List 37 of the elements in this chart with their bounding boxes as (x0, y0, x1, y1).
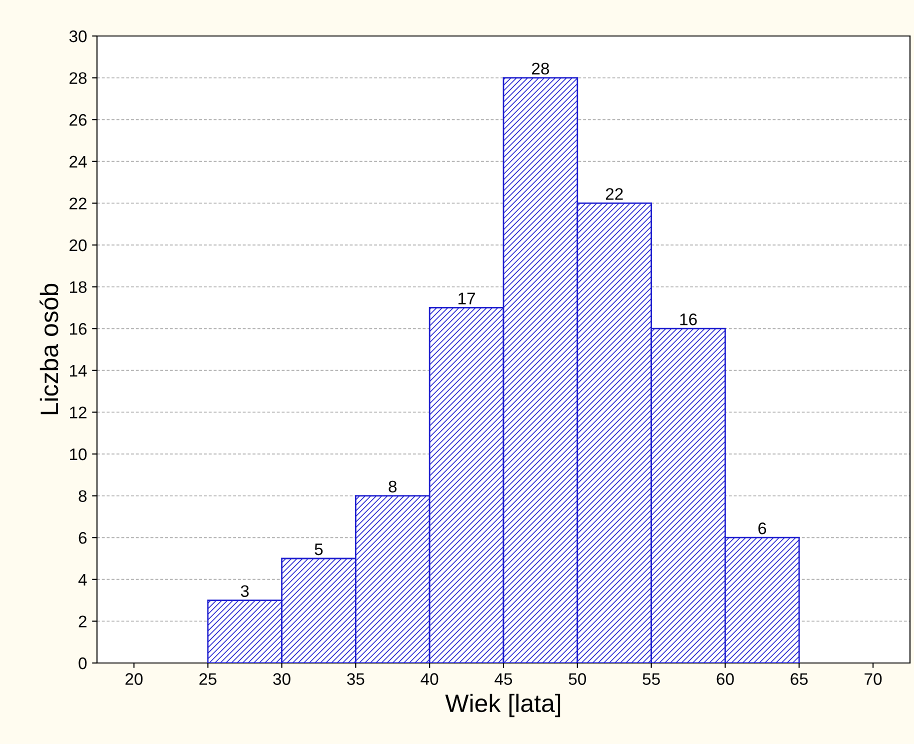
x-tick-label: 45 (494, 673, 512, 685)
y-tick-label: 14 (70, 364, 87, 376)
y-axis-title: Liczba osób (40, 284, 58, 414)
data-label: 22 (606, 188, 623, 200)
x-tick-label: 20 (126, 673, 143, 685)
x-tick-label: 50 (568, 673, 586, 685)
y-tick-label: 16 (70, 323, 87, 335)
y-tick-label: 4 (78, 574, 87, 586)
y-tick-label: 24 (70, 156, 87, 168)
y-tick-label: 12 (70, 406, 86, 418)
x-axis-title: Wiek [lata] (445, 694, 560, 718)
y-tick-label: 8 (78, 490, 87, 502)
data-label: 17 (458, 292, 475, 304)
x-tick-label: 70 (864, 673, 882, 685)
x-tick-label: 55 (642, 673, 660, 685)
data-label: 16 (680, 314, 697, 326)
y-tick-label: 22 (70, 198, 86, 210)
y-tick-label: 18 (70, 281, 87, 294)
data-label: 3 (240, 585, 249, 598)
y-tick-label: 20 (70, 239, 87, 252)
y-tick-label: 30 (69, 30, 87, 42)
x-tick-label: 35 (347, 673, 364, 685)
y-tick-label: 2 (78, 616, 86, 628)
data-label: 28 (532, 62, 549, 75)
y-tick-label: 28 (70, 72, 87, 84)
x-tick-label: 65 (790, 673, 808, 685)
data-label: 5 (314, 544, 323, 556)
data-label: 8 (388, 480, 397, 493)
y-tick-label: 0 (78, 657, 87, 670)
y-tick-label: 10 (70, 448, 87, 460)
x-tick-label: 30 (273, 673, 290, 685)
x-tick-label: 60 (716, 673, 734, 685)
x-tick-label: 25 (199, 673, 216, 685)
data-label: 6 (758, 522, 766, 534)
y-tick-label: 6 (78, 532, 87, 544)
y-tick-label: 26 (70, 114, 87, 126)
x-tick-label: 40 (420, 673, 438, 685)
